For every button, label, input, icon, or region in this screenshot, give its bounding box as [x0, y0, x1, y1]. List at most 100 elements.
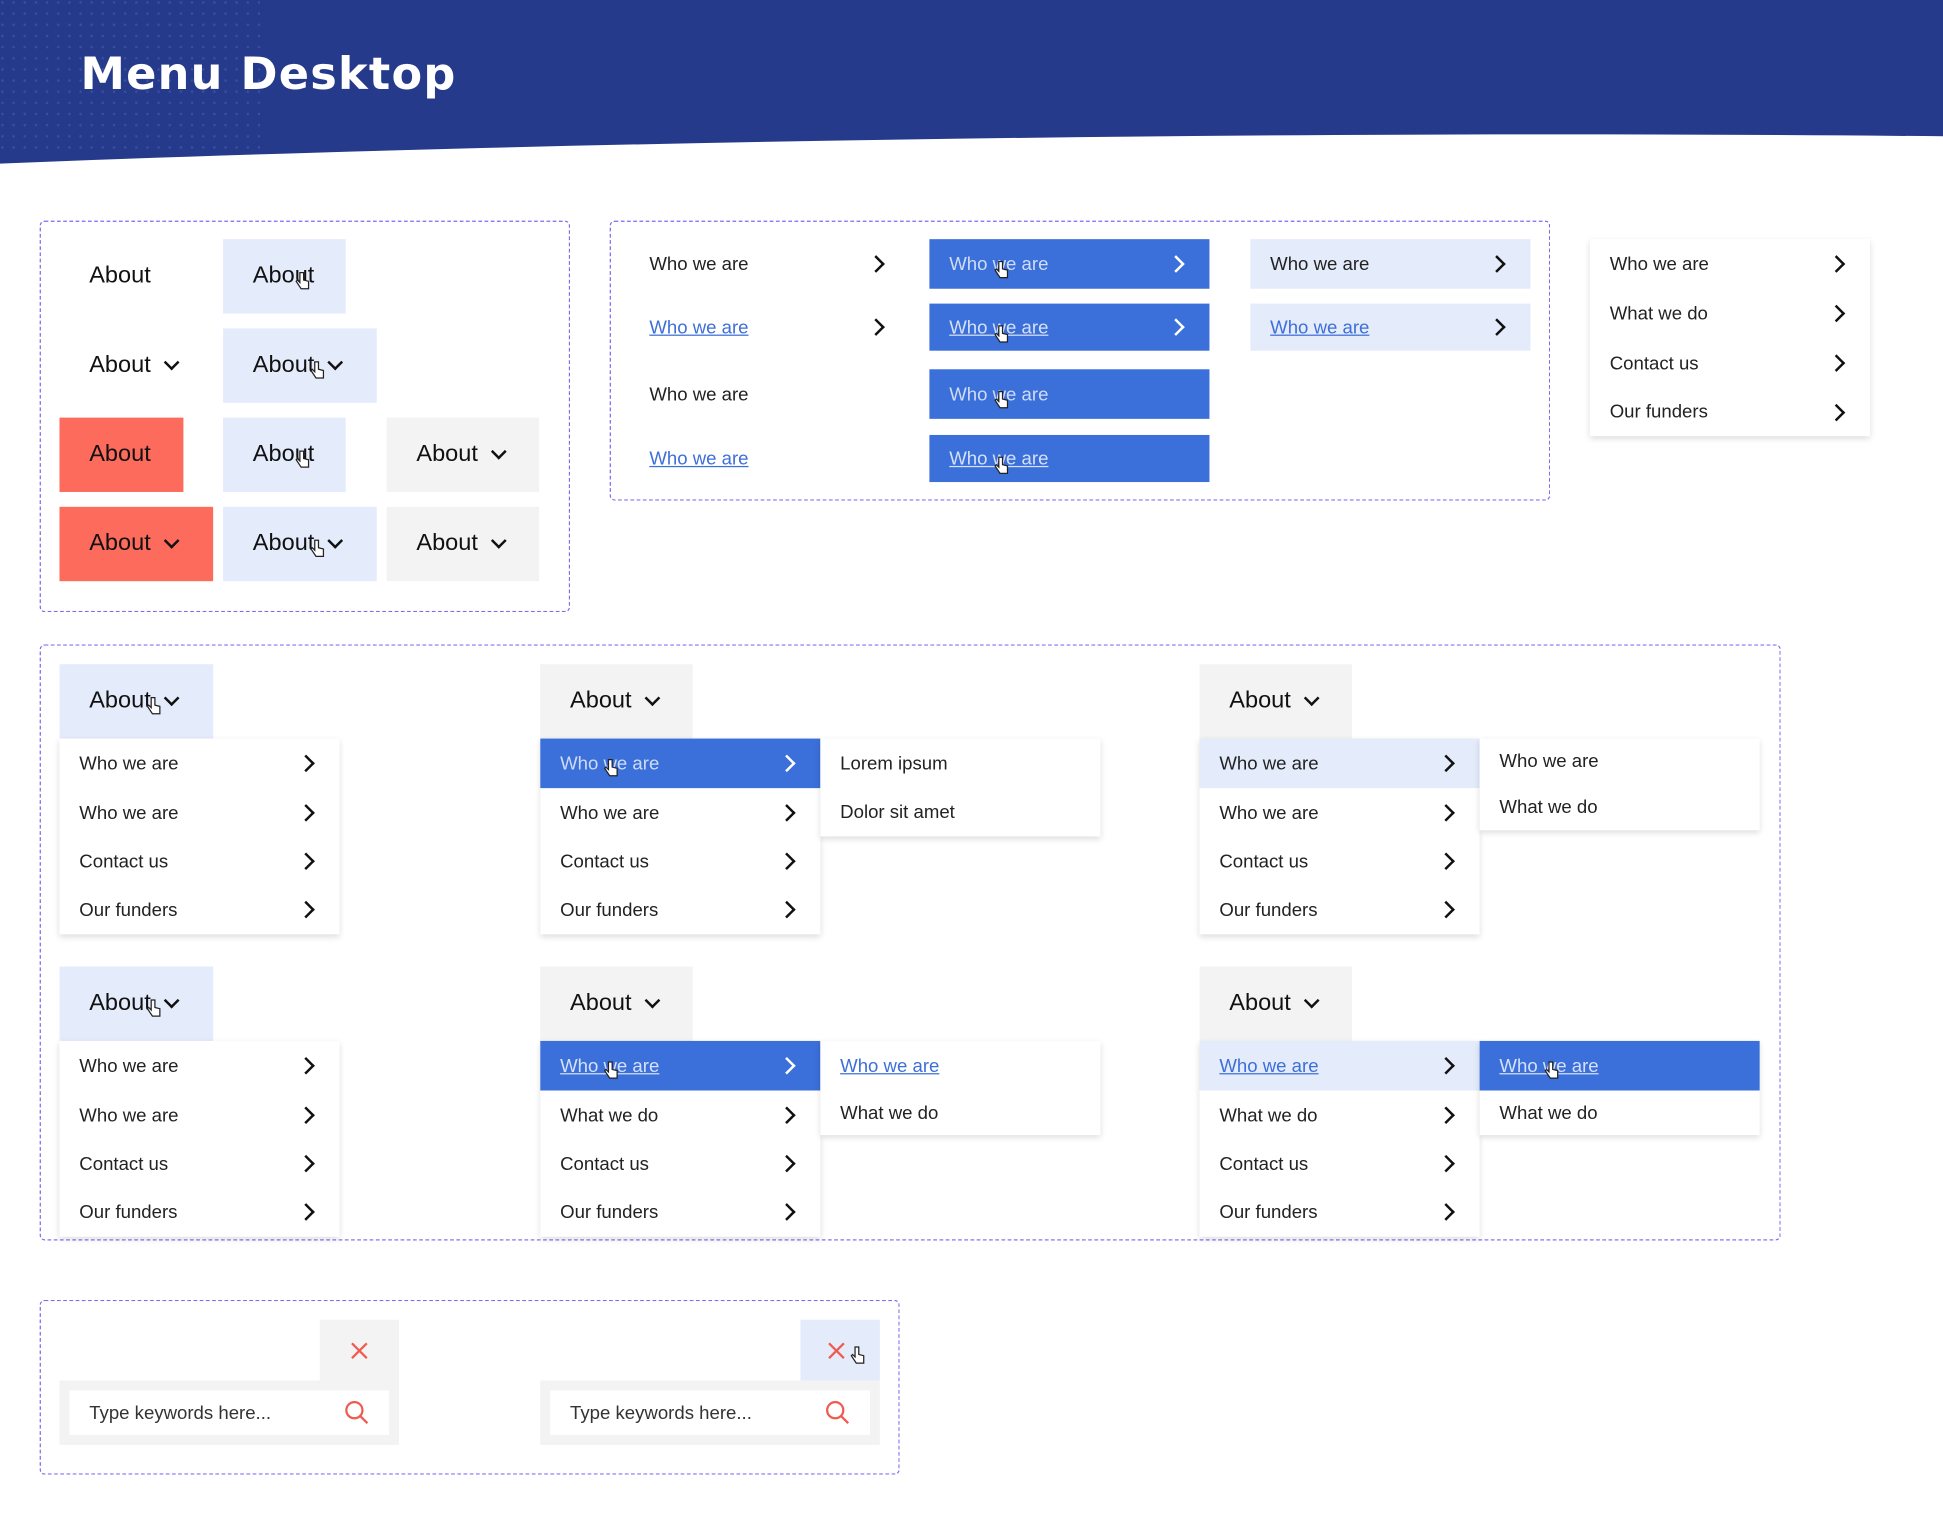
submenu-item-no-arrow-hover[interactable]: Who we are: [929, 369, 1210, 419]
hand-cursor-icon: [1544, 1061, 1559, 1079]
chevron-right-icon: [1437, 900, 1455, 919]
chevron-down-icon: [490, 443, 507, 459]
sample-menu-item[interactable]: Our funders: [1590, 388, 1870, 436]
submenu-link-default[interactable]: Who we are: [630, 304, 910, 351]
search-field[interactable]: Type keywords here...: [550, 1390, 870, 1435]
submenu-link-no-arrow-hover[interactable]: Who we are: [929, 434, 1210, 483]
chevron-right-icon: [778, 1154, 796, 1173]
flyout-link-hover[interactable]: Who we are: [1479, 1040, 1760, 1091]
search-input[interactable]: Type keywords here...: [570, 1402, 752, 1424]
nav-about-label: About: [89, 351, 151, 378]
dropdown-menu: [59, 1040, 340, 1237]
nav-about-label: About: [1229, 990, 1291, 1017]
menu-item-label: Who we are: [1219, 752, 1319, 774]
dropdown-item[interactable]: What we do: [1200, 1090, 1480, 1140]
dropdown-item[interactable]: Our funders: [1200, 885, 1480, 935]
submenu-link-selected[interactable]: Who we are: [1250, 303, 1531, 351]
nav-about-default[interactable]: About: [59, 239, 183, 313]
dropdown-item[interactable]: Contact us: [59, 1139, 339, 1189]
search-field[interactable]: Type keywords here...: [69, 1390, 390, 1435]
chevron-right-icon: [778, 1203, 796, 1221]
search-input[interactable]: Type keywords here...: [89, 1402, 272, 1424]
menu-item-label: Who we are: [1219, 802, 1319, 824]
sample-menu-item[interactable]: Who we are: [1590, 239, 1870, 289]
flyout-item[interactable]: Dolor sit amet: [820, 788, 1100, 836]
hand-cursor-icon: [603, 1061, 618, 1079]
dropdown-item[interactable]: Contact us: [59, 836, 339, 886]
menu-item-label: Who we are: [79, 752, 179, 774]
flyout-item[interactable]: What we do: [1480, 784, 1760, 830]
close-search-button-hover[interactable]: [800, 1319, 880, 1382]
nav-about-dropdown-open[interactable]: About: [386, 417, 540, 492]
header-banner: Menu Desktop: [0, 0, 1943, 173]
menu-item-label: Who we are: [560, 802, 660, 824]
dropdown-item[interactable]: Our funders: [540, 1187, 820, 1237]
close-search-button[interactable]: [319, 1319, 400, 1382]
dropdown-link-selected[interactable]: Who we are: [1199, 1040, 1480, 1091]
nav-about-dropdown-default[interactable]: About: [59, 328, 213, 402]
submenu-item-no-arrow[interactable]: Who we are: [630, 369, 910, 419]
flyout-item[interactable]: What we do: [1480, 1090, 1760, 1135]
nav-about-dropdown-hover[interactable]: About: [223, 328, 377, 403]
flyout-item[interactable]: Lorem ipsum: [820, 739, 1100, 789]
dropdown-item[interactable]: Who we are: [1200, 788, 1480, 838]
hand-cursor-icon: [310, 539, 325, 558]
dropdown-item[interactable]: Our funders: [1200, 1187, 1480, 1237]
menu-item-label: Our funders: [560, 899, 659, 921]
dropdown-item[interactable]: Contact us: [1200, 1139, 1480, 1189]
dropdown-item[interactable]: Who we are: [59, 1041, 339, 1091]
search-icon[interactable]: [825, 1400, 850, 1425]
dropdown-trigger-open[interactable]: About: [1199, 966, 1352, 1041]
nav-about-hover-2[interactable]: About: [223, 417, 346, 492]
dropdown-link-hover[interactable]: Who we are: [540, 1040, 821, 1091]
dropdown-trigger-hover[interactable]: About: [59, 966, 214, 1041]
search-icon[interactable]: [344, 1400, 369, 1425]
submenu-item-default[interactable]: Who we are: [630, 239, 910, 289]
chevron-right-icon: [778, 804, 796, 822]
submenu-item-selected[interactable]: Who we are: [1250, 239, 1531, 289]
dropdown-trigger-open[interactable]: About: [1199, 664, 1352, 739]
dropdown-item[interactable]: Our funders: [59, 885, 339, 935]
sample-menu-item[interactable]: Contact us: [1590, 338, 1870, 388]
dropdown-item-selected[interactable]: Who we are: [1199, 738, 1480, 789]
chevron-right-icon: [297, 900, 315, 919]
chevron-right-icon: [778, 852, 796, 871]
flyout-item[interactable]: Who we are: [1480, 739, 1760, 785]
dropdown-item[interactable]: Our funders: [540, 885, 820, 935]
nav-about-dropdown-active[interactable]: About: [59, 506, 214, 582]
nav-about-active[interactable]: About: [59, 417, 184, 492]
sample-menu-item[interactable]: What we do: [1590, 289, 1870, 339]
dropdown-item[interactable]: Who we are: [59, 739, 339, 789]
flyout-item[interactable]: What we do: [820, 1090, 1100, 1135]
submenu-link-hover[interactable]: Who we are: [929, 303, 1210, 351]
dropdown-item[interactable]: Contact us: [1200, 836, 1480, 886]
chevron-right-icon: [1167, 255, 1185, 273]
chevron-right-icon: [297, 1203, 315, 1221]
submenu-link-no-arrow[interactable]: Who we are: [630, 435, 910, 482]
hand-cursor-icon: [295, 450, 310, 468]
flyout-link[interactable]: Who we are: [820, 1041, 1100, 1091]
dropdown-item[interactable]: Our funders: [59, 1187, 339, 1237]
submenu-item-hover[interactable]: Who we are: [929, 239, 1210, 289]
menu-item-label: Contact us: [79, 1153, 169, 1175]
nav-about-dropdown-hover-2[interactable]: About: [223, 506, 377, 582]
dropdown-item[interactable]: What we do: [540, 1090, 820, 1140]
chevron-right-icon: [297, 754, 315, 773]
chevron-right-icon: [297, 1154, 315, 1173]
dropdown-item[interactable]: Who we are: [59, 788, 339, 838]
hand-cursor-icon: [994, 260, 1009, 279]
dropdown-item[interactable]: Who we are: [540, 788, 820, 838]
dropdown-item[interactable]: Contact us: [540, 836, 820, 886]
dropdown-trigger-open[interactable]: About: [540, 966, 693, 1041]
dropdown-item[interactable]: Who we are: [59, 1090, 339, 1140]
dropdown-item-hover[interactable]: Who we are: [540, 738, 821, 789]
nav-about-hover[interactable]: About: [223, 239, 346, 314]
nav-about-dropdown-open-2[interactable]: About: [386, 506, 540, 582]
chevron-down-icon: [163, 532, 180, 549]
dropdown-trigger-open[interactable]: About: [540, 664, 693, 739]
menu-item-label: Our funders: [79, 899, 178, 921]
dropdown-item[interactable]: Contact us: [540, 1139, 820, 1189]
dropdown-trigger-hover[interactable]: About: [59, 664, 214, 739]
menu-item-label: Who we are: [1219, 1055, 1319, 1077]
